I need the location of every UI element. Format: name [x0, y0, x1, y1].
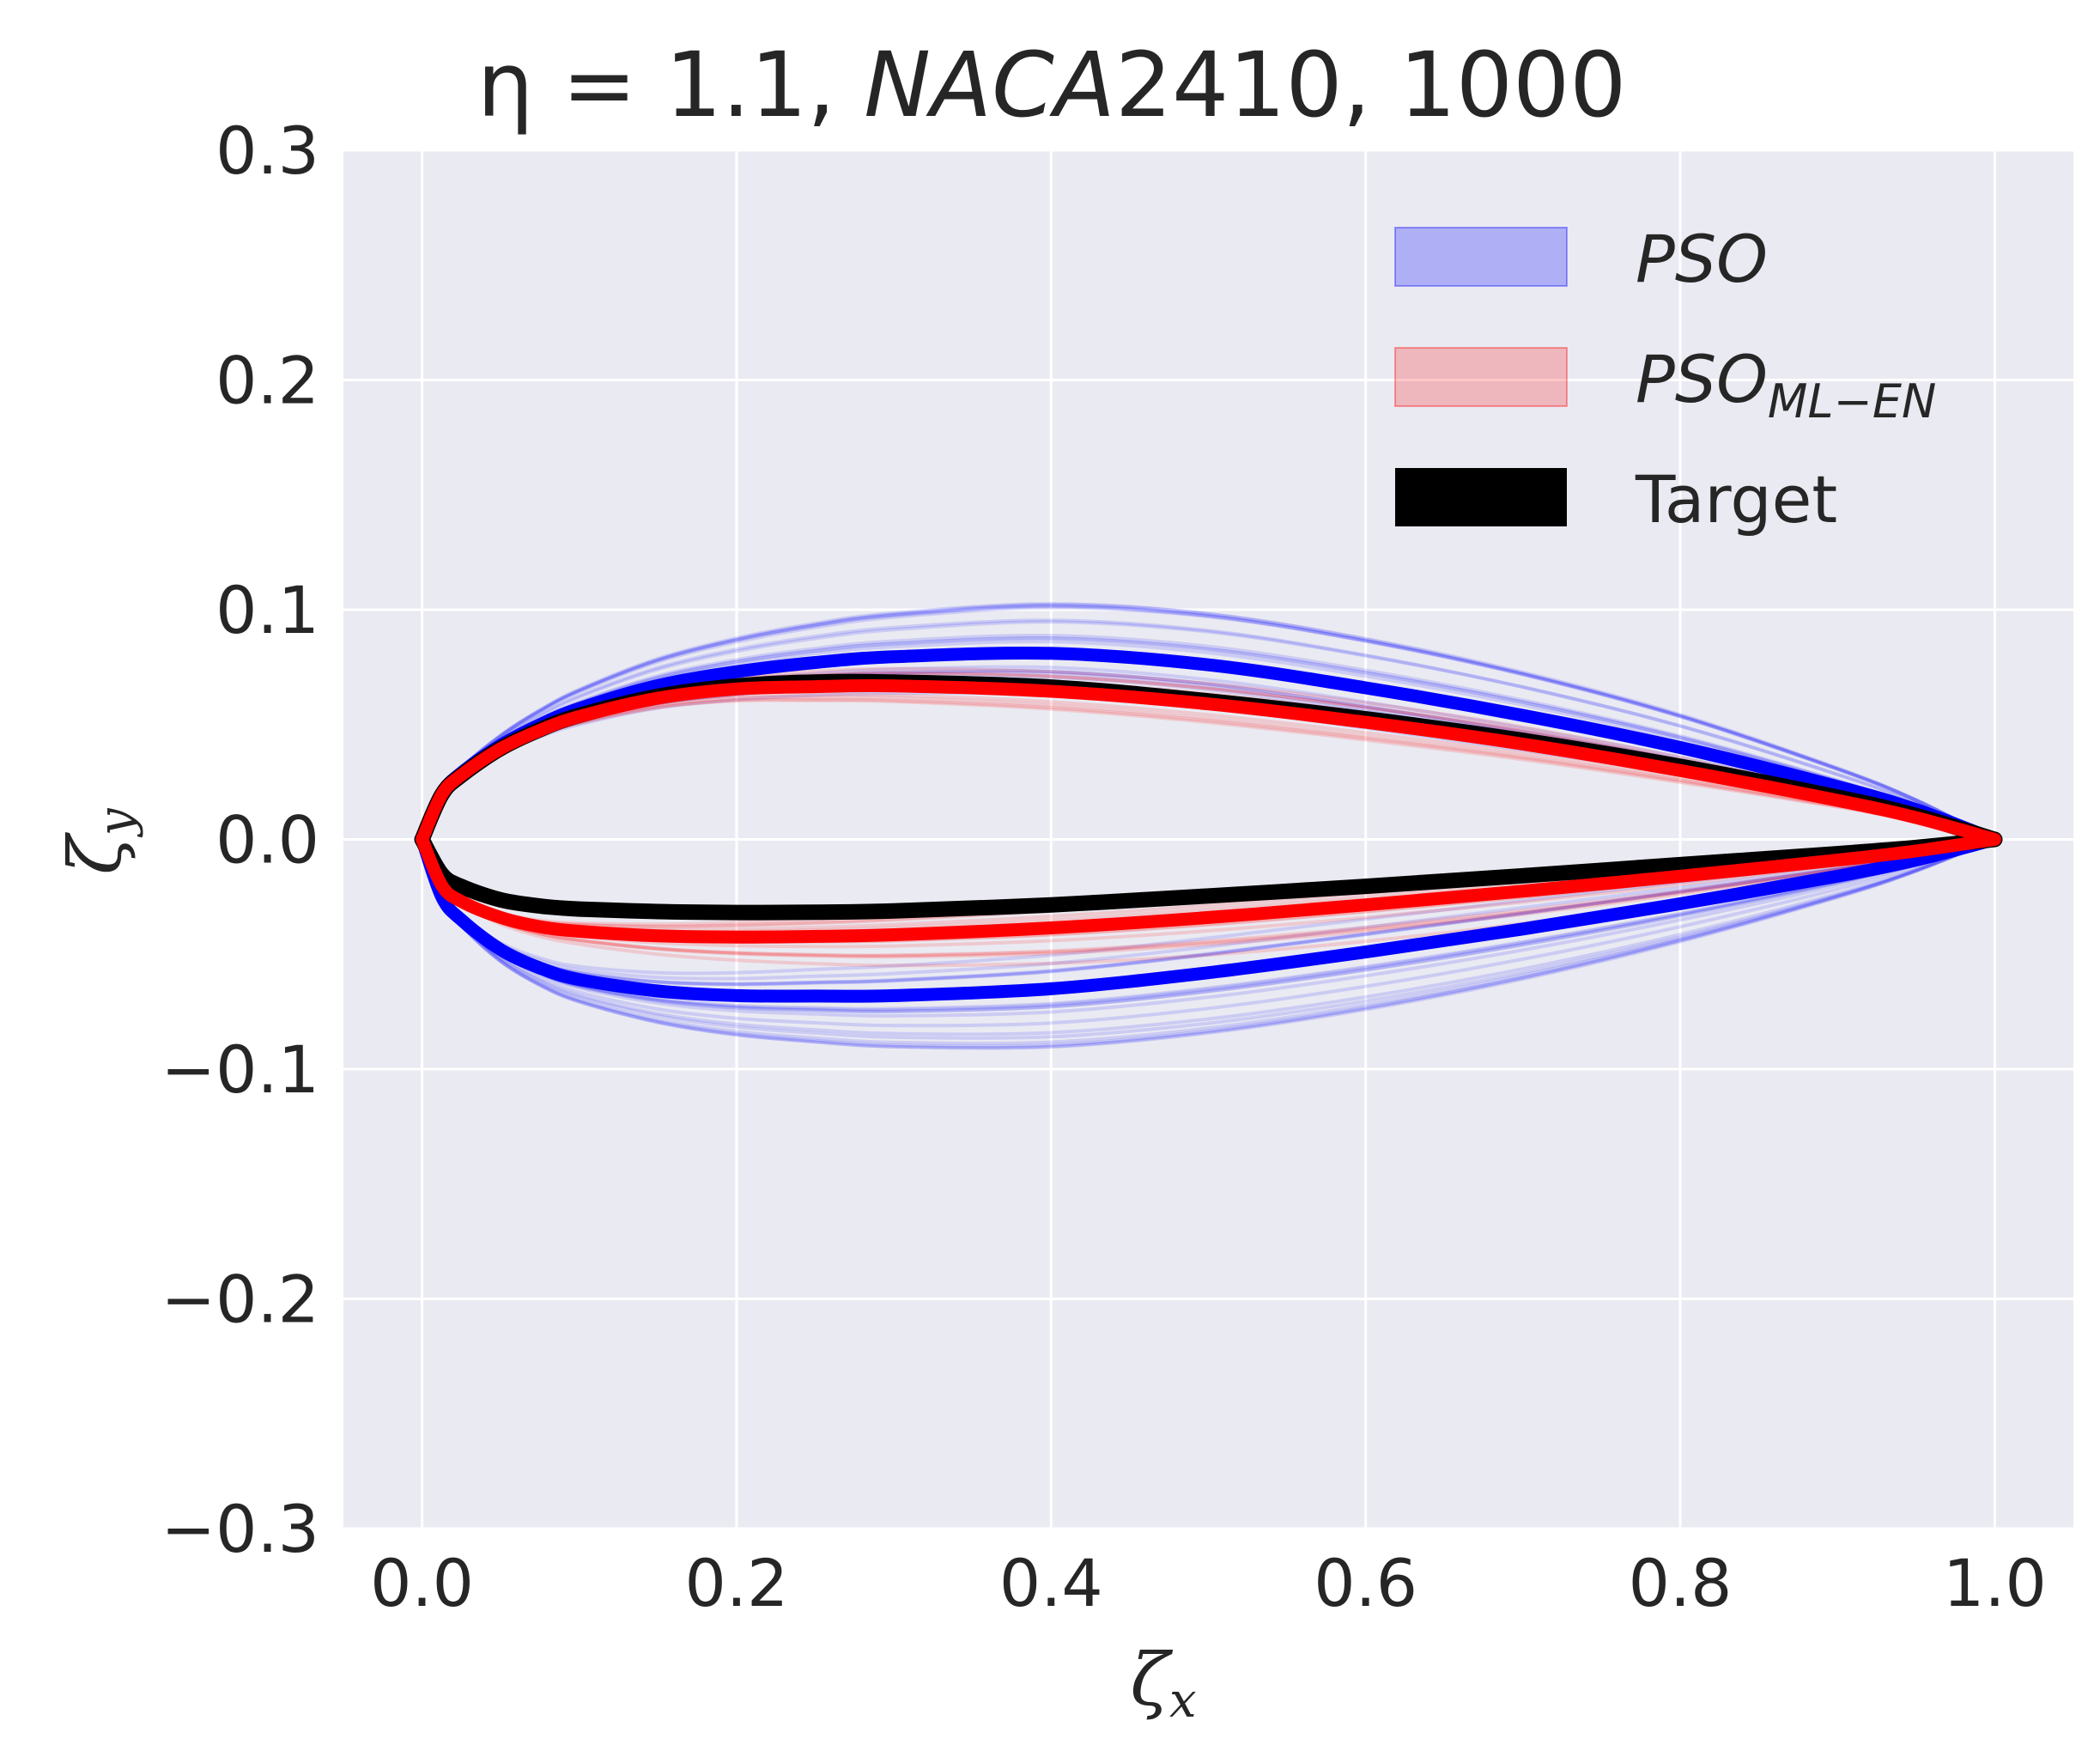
- x-tick-label: 0.6: [1314, 1545, 1417, 1621]
- legend-swatch-pso: [1394, 227, 1568, 287]
- x-tick-label: 0.2: [685, 1545, 789, 1621]
- y-tick-label: −0.3: [161, 1491, 319, 1567]
- sample-curve: [420, 605, 1996, 842]
- sample-curve: [420, 604, 1996, 842]
- sample-curve: [420, 837, 1996, 1040]
- legend-swatch-pso-ml-en: [1394, 347, 1568, 407]
- y-tick-label: 0.0: [215, 802, 319, 878]
- x-tick-label: 0.4: [999, 1545, 1103, 1621]
- series-line-pso-ml-en-upper: [416, 678, 2001, 846]
- chart-title-prefix: η = 1.1,: [477, 33, 865, 137]
- x-tick-label: 1.0: [1943, 1545, 2047, 1621]
- chart-title: η = 1.1, NACA2410, 1000: [477, 33, 1627, 137]
- y-tick-label: 0.2: [215, 343, 319, 419]
- y-axis-label: ζy: [53, 807, 144, 875]
- x-tick-label: 0.8: [1629, 1545, 1733, 1621]
- x-tick-labels: 0.0 0.2 0.4 0.6 0.8 1.0: [370, 1545, 2047, 1621]
- y-tick-label: 0.1: [215, 572, 319, 648]
- sample-curve: [420, 620, 1996, 842]
- chart-title-suffix: 2410, 1000: [1115, 33, 1626, 137]
- series-line-pso-lower: [416, 833, 2001, 1003]
- sample-curve: [420, 602, 1996, 842]
- sample-curve: [420, 618, 1996, 842]
- sample-curve: [420, 837, 1996, 1046]
- legend: PSO PSOML−EN Target: [1394, 221, 1936, 538]
- x-axis-label: ζx: [1130, 1638, 1196, 1729]
- y-axis-subscript: y: [88, 807, 144, 838]
- y-tick-labels: −0.3 −0.2 −0.1 0.0 0.1 0.2 0.3: [161, 112, 319, 1567]
- series-line-pso-ml-en-lower: [416, 833, 2001, 944]
- y-tick-label: −0.1: [161, 1031, 319, 1108]
- sample-curve: [420, 837, 1996, 1050]
- y-tick-label: −0.2: [161, 1262, 319, 1338]
- sample-curve: [420, 605, 1996, 842]
- y-axis-symbol: ζ: [53, 832, 137, 875]
- series-lines: [414, 646, 2003, 1003]
- legend-swatch-target: [1395, 468, 1567, 526]
- sample-curve: [420, 602, 1996, 842]
- sample-curve: [420, 837, 1996, 1049]
- legend-label-pso-ml-en: PSOML−EN: [1636, 341, 1936, 429]
- sample-curve: [420, 837, 1996, 1028]
- x-tick-label: 0.0: [370, 1545, 474, 1621]
- y-tick-label: 0.3: [215, 112, 319, 189]
- chart-title-italic: NACA: [864, 33, 1115, 137]
- sample-curve: [420, 837, 1996, 1037]
- series-line-target-lower: [414, 831, 2003, 921]
- legend-label-pso-ml-en-sub: ML−EN: [1768, 374, 1936, 429]
- x-axis-subscript: x: [1169, 1673, 1197, 1729]
- grid: [343, 149, 2073, 1530]
- x-axis-symbol: ζ: [1130, 1638, 1173, 1722]
- legend-label-pso-ml-en-main: PSO: [1636, 341, 1768, 417]
- legend-label-pso: PSO: [1636, 221, 1768, 297]
- legend-label-target: Target: [1635, 461, 1837, 538]
- sample-curve: [420, 837, 1996, 1050]
